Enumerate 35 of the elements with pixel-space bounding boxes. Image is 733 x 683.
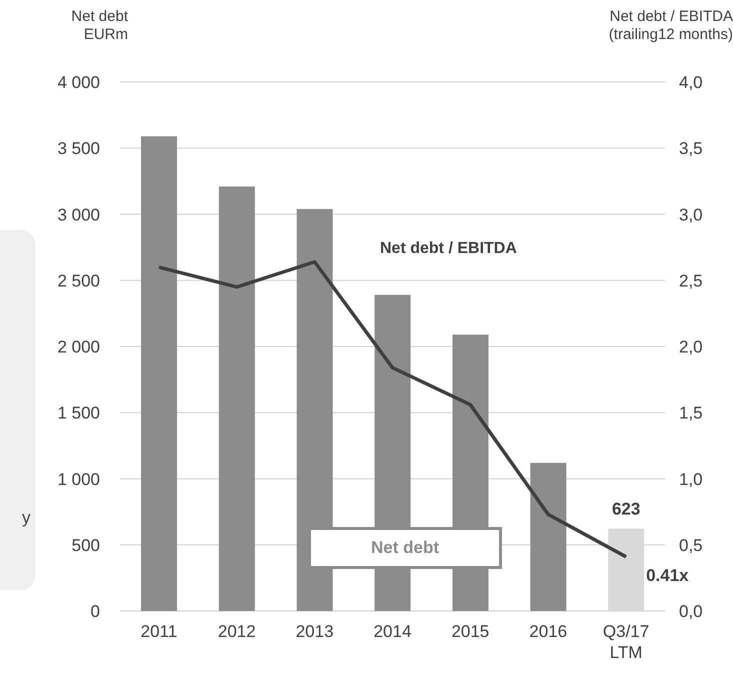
y2-tick-label: 2,5: [679, 271, 703, 290]
x-tick-label: 2015: [451, 622, 490, 641]
y-tick-label: 3 500: [57, 139, 100, 158]
x-tick-label: 2013: [296, 622, 334, 641]
text: Net debt / EBITDA: [380, 240, 517, 258]
y-tick-label: 4 000: [57, 73, 100, 92]
y-tick-label: 2 500: [57, 271, 100, 290]
y-tick-label: 0: [90, 602, 100, 622]
y-tick-label: 3 000: [57, 205, 100, 224]
y-tick-label: 1 000: [57, 470, 100, 489]
bar: [218, 186, 255, 611]
y-axis-title: Net debt EURm: [70, 8, 128, 44]
y2-tick-label: 3,5: [679, 139, 703, 158]
y2-tick-label: 3,0: [679, 205, 703, 224]
x-tick-label: 2012: [218, 622, 256, 641]
bar: [296, 208, 333, 611]
y2-tick-label: 4,0: [679, 73, 703, 92]
y-tick-label: 1 500: [57, 404, 100, 423]
y2-tick-label: 0,0: [679, 602, 703, 622]
y2-tick-label: 1,0: [679, 470, 703, 489]
bar: [530, 462, 566, 611]
x-tick-label: 2016: [529, 622, 568, 641]
data-label: 623: [612, 500, 640, 519]
x-tick-label: 2011: [140, 622, 178, 641]
y2-tick-label: 2,0: [679, 338, 703, 357]
y2-axis-title: Net debt / EBITDA (trailing12 months): [608, 8, 733, 44]
y-tick-label: 2 000: [57, 338, 100, 357]
bar: [141, 136, 178, 611]
y2-tick-label: 1,5: [679, 404, 703, 423]
x-tick-label: 2014: [374, 622, 412, 641]
y-tick-label: 500: [72, 536, 100, 555]
y2-tick-label: 0,5: [679, 536, 703, 555]
data-label: 0.41x: [646, 566, 690, 585]
x-tick-label: Q3/17 LTM: [602, 622, 650, 662]
text: y: [22, 508, 30, 528]
